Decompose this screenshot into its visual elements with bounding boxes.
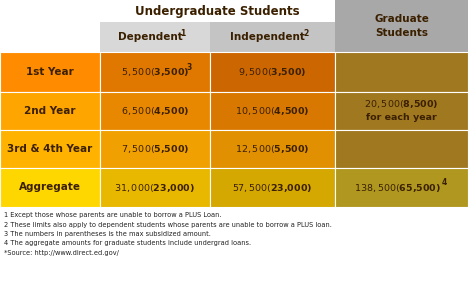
- Bar: [0, 22, 100, 52]
- Text: $6,500 ($4,500): $6,500 ($4,500): [121, 105, 189, 117]
- Bar: [335, 168, 468, 207]
- Bar: [100, 92, 210, 130]
- Bar: [0, 52, 100, 92]
- Text: Independent: Independent: [230, 32, 305, 42]
- Bar: [335, 130, 468, 168]
- Text: 3rd & 4th Year: 3rd & 4th Year: [7, 144, 93, 154]
- Text: *Source: http://www.direct.ed.gov/: *Source: http://www.direct.ed.gov/: [4, 250, 119, 256]
- Text: $57,500 ($23,000): $57,500 ($23,000): [232, 182, 313, 193]
- Bar: [210, 52, 335, 92]
- Bar: [100, 22, 210, 52]
- Text: 3 The numbers in parentheses is the max subsidized amount.: 3 The numbers in parentheses is the max …: [4, 231, 211, 237]
- Text: $9,500 ($3,500): $9,500 ($3,500): [238, 66, 307, 78]
- Bar: [0, 168, 100, 207]
- Text: 1st Year: 1st Year: [26, 67, 74, 77]
- Bar: [100, 130, 210, 168]
- Bar: [100, 168, 210, 207]
- Bar: [210, 92, 335, 130]
- Text: 1 Except those whose parents are unable to borrow a PLUS Loan.: 1 Except those whose parents are unable …: [4, 212, 221, 218]
- Text: 2nd Year: 2nd Year: [24, 106, 76, 116]
- Text: Graduate
Students: Graduate Students: [374, 14, 429, 38]
- Bar: [0, 92, 100, 130]
- Text: $7,500 ($5,500): $7,500 ($5,500): [121, 143, 189, 155]
- Text: $5,500 ($3,500): $5,500 ($3,500): [121, 66, 189, 78]
- Text: $10,500 ($4,500): $10,500 ($4,500): [235, 105, 310, 117]
- Bar: [100, 52, 210, 92]
- Bar: [210, 22, 335, 52]
- Text: Dependent: Dependent: [117, 32, 183, 42]
- Text: 4: 4: [442, 178, 447, 187]
- Text: $138,500 ($65,500): $138,500 ($65,500): [354, 182, 441, 193]
- Bar: [0, 130, 100, 168]
- Bar: [335, 0, 468, 52]
- Text: 2: 2: [303, 30, 308, 39]
- Bar: [0, 0, 335, 22]
- Text: $31,000 ($23,000): $31,000 ($23,000): [115, 182, 196, 193]
- Text: 1: 1: [180, 30, 186, 39]
- Text: 4 The aggregate amounts for graduate students include undergrad loans.: 4 The aggregate amounts for graduate stu…: [4, 240, 251, 246]
- Text: Undergraduate Students: Undergraduate Students: [135, 5, 300, 17]
- Text: Aggregate: Aggregate: [19, 182, 81, 193]
- Text: 3: 3: [186, 63, 191, 72]
- Text: $12,500 ($5,500): $12,500 ($5,500): [235, 143, 310, 155]
- Text: 2 These limits also apply to dependent students whose parents are unable to borr: 2 These limits also apply to dependent s…: [4, 222, 332, 227]
- Bar: [210, 168, 335, 207]
- Bar: [335, 52, 468, 92]
- Bar: [335, 92, 468, 130]
- Bar: [210, 130, 335, 168]
- Text: $20,500 ($8,500)
for each year: $20,500 ($8,500) for each year: [364, 98, 439, 122]
